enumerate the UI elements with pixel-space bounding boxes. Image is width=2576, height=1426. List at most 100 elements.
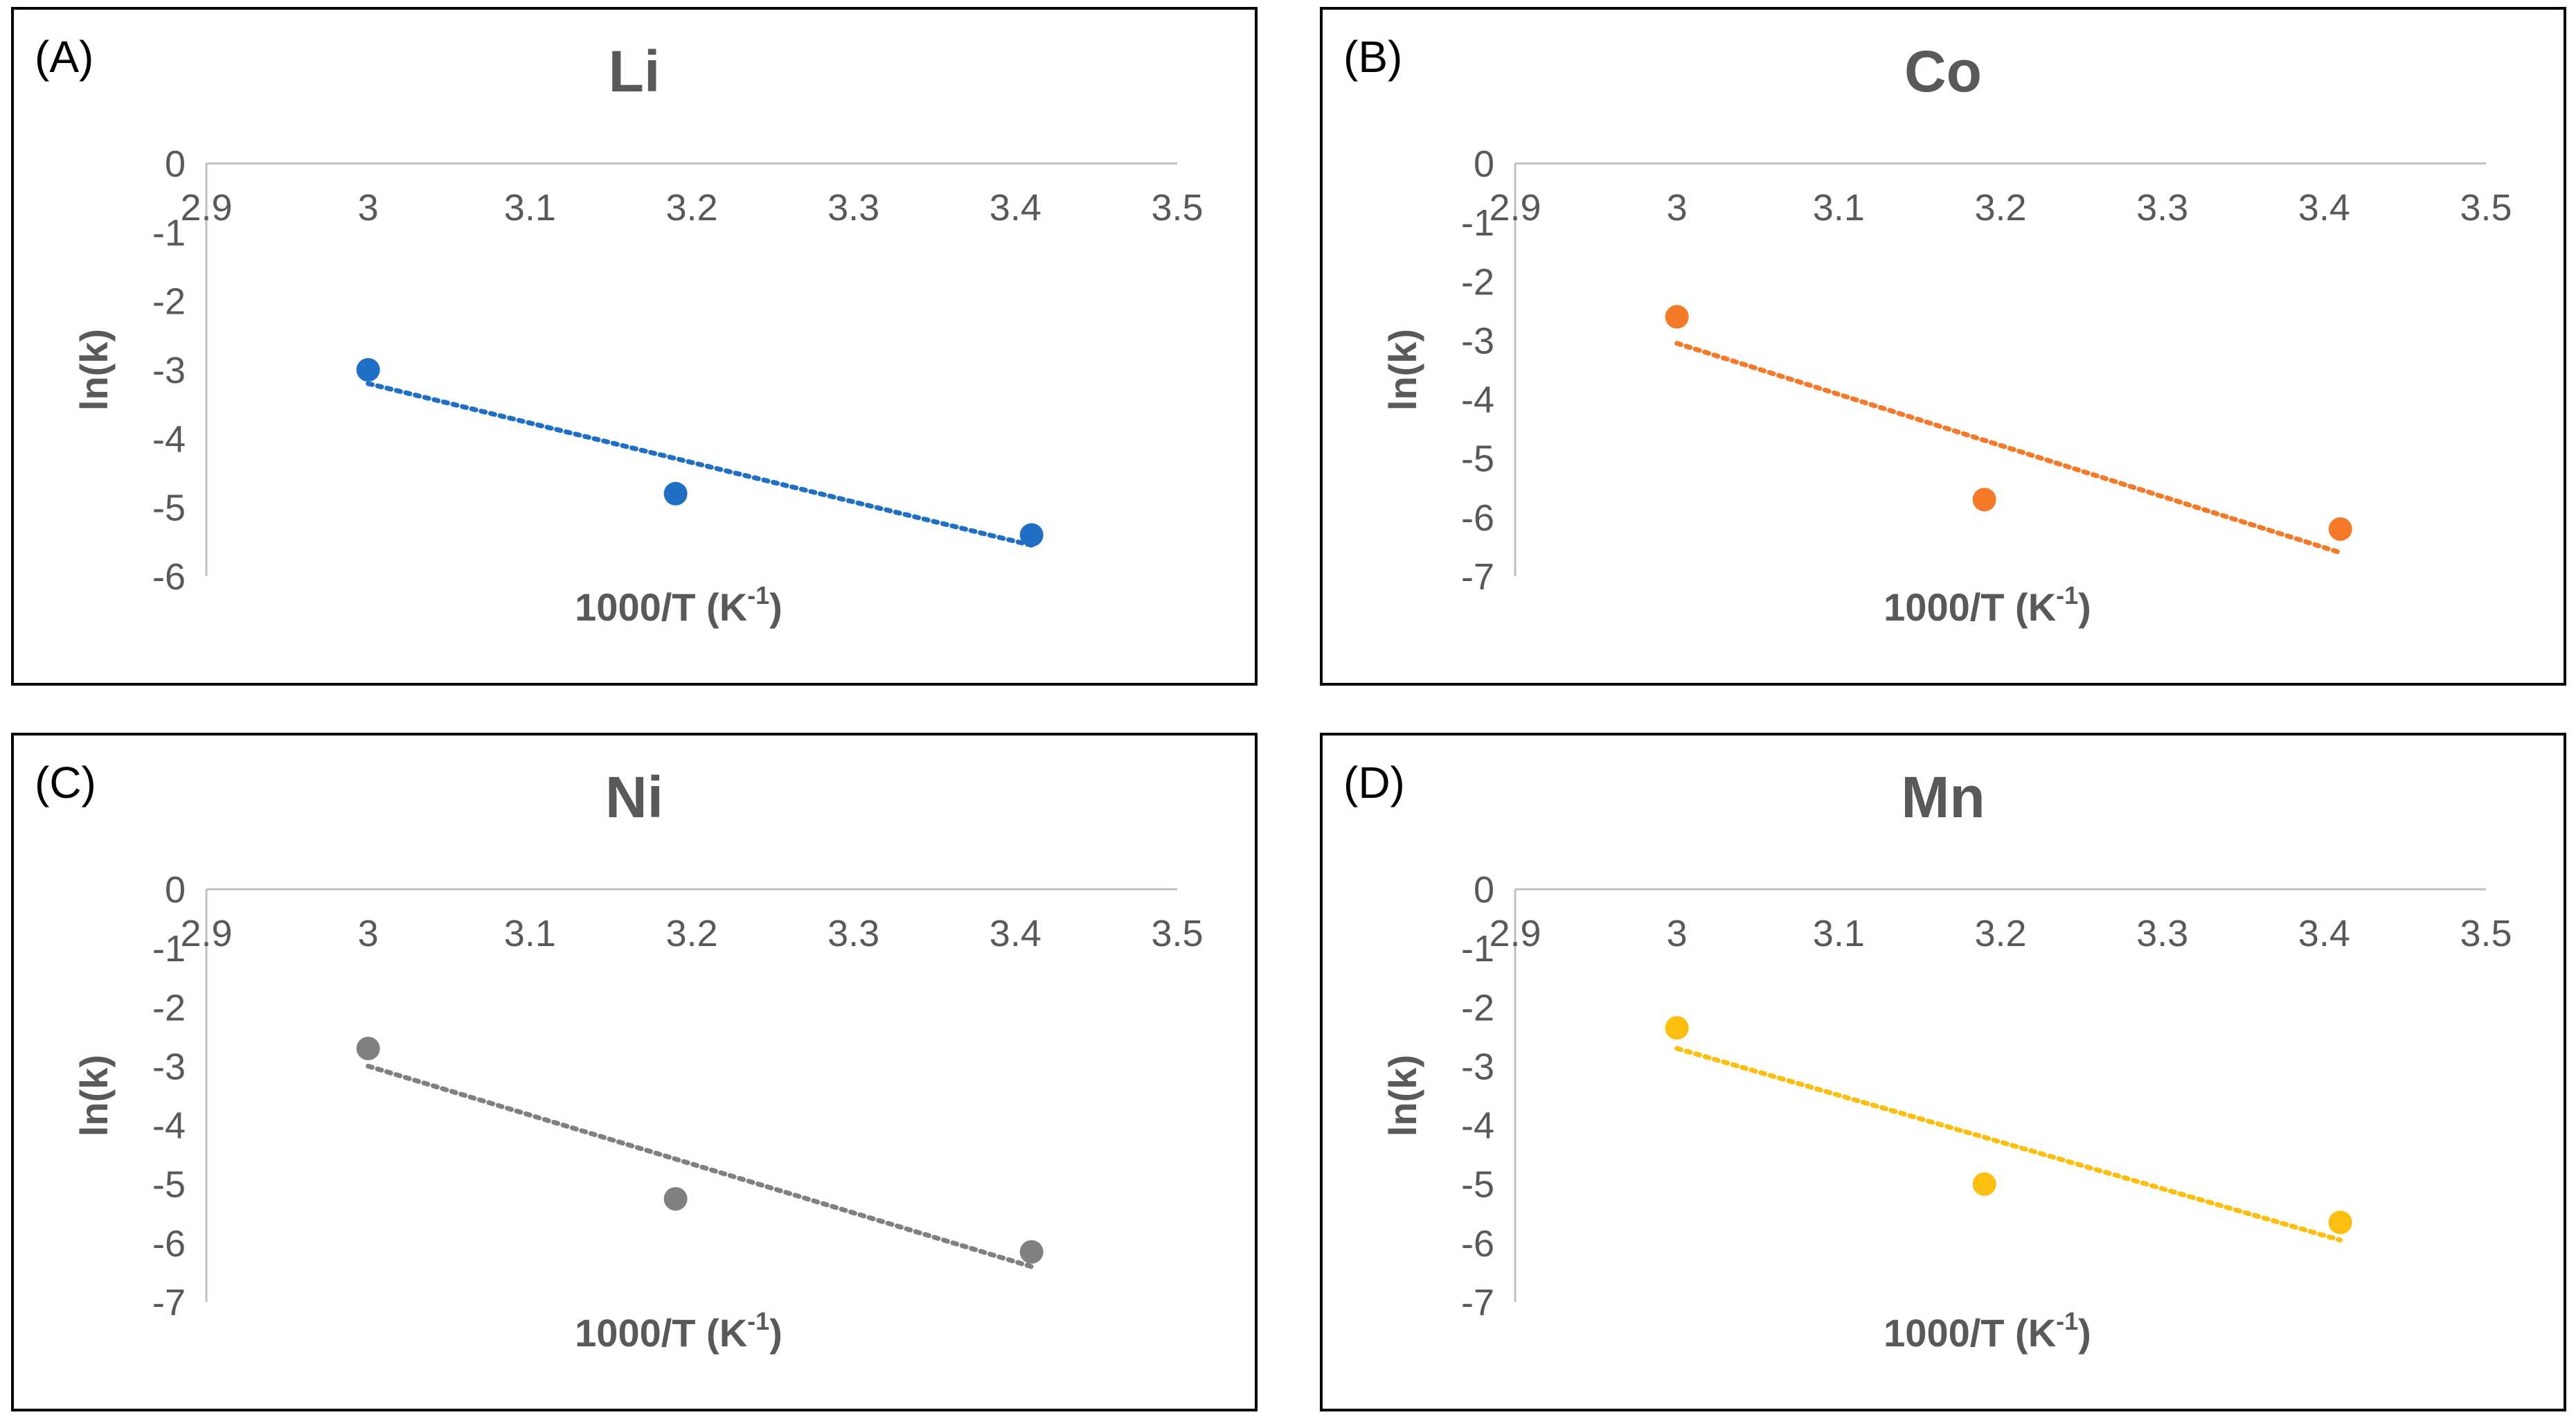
x-tick-label: 3.5 <box>1151 187 1203 229</box>
x-axis-title-close: ) <box>2078 1311 2091 1355</box>
data-point <box>1665 1016 1689 1040</box>
y-tick-label: 0 <box>1474 143 1494 185</box>
y-tick-label: -6 <box>1461 1223 1494 1265</box>
x-tick-label: 3.3 <box>828 913 879 954</box>
panel-c: (C) Ni 2.9 3 3.1 3.2 3.3 3.4 3.5 0 -1 -2 -3 -4 -5 -6 -7 l… <box>11 733 1258 1411</box>
y-tick-label: -1 <box>152 212 186 253</box>
x-axis-title-main: 1000/T (K <box>1884 585 2056 629</box>
data-point <box>1665 305 1689 329</box>
y-tick-label: -4 <box>1461 1105 1494 1147</box>
x-axis-title-sup: -1 <box>747 1307 769 1335</box>
y-tick-label: -5 <box>1461 1164 1494 1206</box>
panel-label: (C) <box>35 758 96 808</box>
x-tick-label: 3.4 <box>990 913 1041 954</box>
x-axis-title-main: 1000/T (K <box>575 585 747 629</box>
x-tick-label: 3.5 <box>2460 913 2512 954</box>
x-tick-label: 3.5 <box>1151 913 1203 954</box>
chart-title: Co <box>1904 39 1982 104</box>
x-tick-label: 3.3 <box>2136 913 2188 954</box>
y-tick-label: -2 <box>152 987 186 1028</box>
y-tick-label: 0 <box>165 869 186 911</box>
y-tick-label: -2 <box>1461 987 1494 1028</box>
x-axis-title: 1000/T (K-1) <box>1884 581 2091 629</box>
x-tick-label: 2.9 <box>1489 187 1541 229</box>
x-axis-title-main: 1000/T (K <box>575 1311 747 1355</box>
y-tick-label: -4 <box>152 418 186 460</box>
panel-label: (B) <box>1343 32 1402 82</box>
y-tick-label: -7 <box>1461 556 1494 598</box>
y-tick-label: -6 <box>1461 497 1494 539</box>
x-axis-title: 1000/T (K-1) <box>1884 1307 2091 1355</box>
chart-title: Li <box>609 39 661 104</box>
y-tick-label: -2 <box>1461 261 1494 303</box>
x-tick-label: 3.3 <box>828 187 879 229</box>
x-tick-label: 3.1 <box>1813 187 1865 229</box>
y-tick-label: -3 <box>1461 320 1494 362</box>
data-point <box>663 1187 688 1211</box>
y-tick-label: -5 <box>152 488 186 529</box>
y-tick-label: -3 <box>1461 1046 1494 1087</box>
x-axis-title-main: 1000/T (K <box>1884 1311 2056 1355</box>
panel-a: (A) Li 2.9 3 3.1 3.2 3.3 3.4 3.5 0 -1 -2 -3 -4 -5 -6 ln(… <box>11 7 1258 686</box>
y-tick-label: -7 <box>152 1282 186 1323</box>
x-tick-label: 3.5 <box>2460 187 2512 229</box>
x-tick-label: 3.1 <box>504 187 556 229</box>
y-tick-label: -3 <box>152 1046 186 1087</box>
x-tick-label: 3.2 <box>1974 187 2026 229</box>
x-tick-label: 3.1 <box>1813 913 1865 954</box>
data-point <box>356 358 380 382</box>
data-point <box>663 481 688 506</box>
x-tick-label: 3.4 <box>2298 187 2350 229</box>
data-point <box>2328 517 2352 541</box>
data-point <box>1019 1240 1044 1264</box>
trendline <box>366 1063 1035 1269</box>
x-tick-label: 3 <box>358 187 379 229</box>
x-tick-label: 3.4 <box>2298 913 2350 954</box>
trendline <box>366 381 1035 548</box>
x-axis-title-close: ) <box>2078 585 2091 629</box>
x-axis-title: 1000/T (K-1) <box>575 1307 782 1355</box>
chart-svg: (B) Co 2.9 3 3.1 3.2 3.3 3.4 3.5 0 -1 -2 -3 -4 -5 -6 -7 l… <box>1343 32 2512 629</box>
y-tick-label: -7 <box>1461 1282 1494 1323</box>
y-tick-label: -6 <box>152 556 186 598</box>
y-axis-title: ln(k) <box>1381 329 1424 411</box>
chart-title: Mn <box>1901 765 1985 830</box>
y-axis-title: ln(k) <box>1381 1055 1424 1137</box>
x-tick-label: 3.3 <box>2136 187 2188 229</box>
y-tick-label: -1 <box>152 928 186 970</box>
trendline <box>1674 1046 2343 1243</box>
panel-b: (B) Co 2.9 3 3.1 3.2 3.3 3.4 3.5 0 -1 -2 -3 -4 -5 -6 -7 l… <box>1320 7 2566 686</box>
y-tick-label: -5 <box>152 1164 186 1206</box>
y-tick-label: -4 <box>152 1105 186 1147</box>
y-tick-label: -6 <box>152 1223 186 1265</box>
data-point <box>1019 523 1044 547</box>
data-point <box>356 1036 380 1060</box>
x-axis-title-close: ) <box>769 1311 782 1355</box>
x-tick-label: 3.4 <box>990 187 1041 229</box>
chart-svg: (C) Ni 2.9 3 3.1 3.2 3.3 3.4 3.5 0 -1 -2 -3 -4 -5 -6 -7 l… <box>35 758 1204 1355</box>
x-axis-title: 1000/T (K-1) <box>575 581 782 629</box>
x-tick-label: 3.2 <box>1974 913 2026 954</box>
trendline <box>1674 341 2343 555</box>
x-axis-title-sup: -1 <box>2056 581 2078 609</box>
y-tick-label: 0 <box>165 143 186 185</box>
chart-title: Ni <box>605 765 663 830</box>
x-tick-label: 2.9 <box>1489 913 1541 954</box>
x-axis-title-sup: -1 <box>747 581 769 609</box>
y-axis-title: ln(k) <box>72 1055 116 1137</box>
y-tick-label: -1 <box>1461 202 1494 244</box>
y-tick-label: -5 <box>1461 438 1494 480</box>
data-point <box>2328 1211 2352 1235</box>
y-tick-label: -4 <box>1461 380 1494 421</box>
y-axis-title: ln(k) <box>72 329 116 411</box>
y-tick-label: -3 <box>152 350 186 391</box>
chart-svg: (A) Li 2.9 3 3.1 3.2 3.3 3.4 3.5 0 -1 -2 -3 -4 -5 -6 ln(… <box>35 32 1204 629</box>
x-tick-label: 2.9 <box>180 913 232 954</box>
y-tick-label: -1 <box>1461 928 1494 970</box>
panel-label: (A) <box>35 32 93 82</box>
x-tick-label: 3.1 <box>504 913 556 954</box>
chart-svg: (D) Mn 2.9 3 3.1 3.2 3.3 3.4 3.5 0 -1 -2 -3 -4 -5 -6 -7 l… <box>1343 758 2512 1355</box>
x-tick-label: 2.9 <box>180 187 232 229</box>
x-tick-label: 3 <box>1667 187 1688 229</box>
